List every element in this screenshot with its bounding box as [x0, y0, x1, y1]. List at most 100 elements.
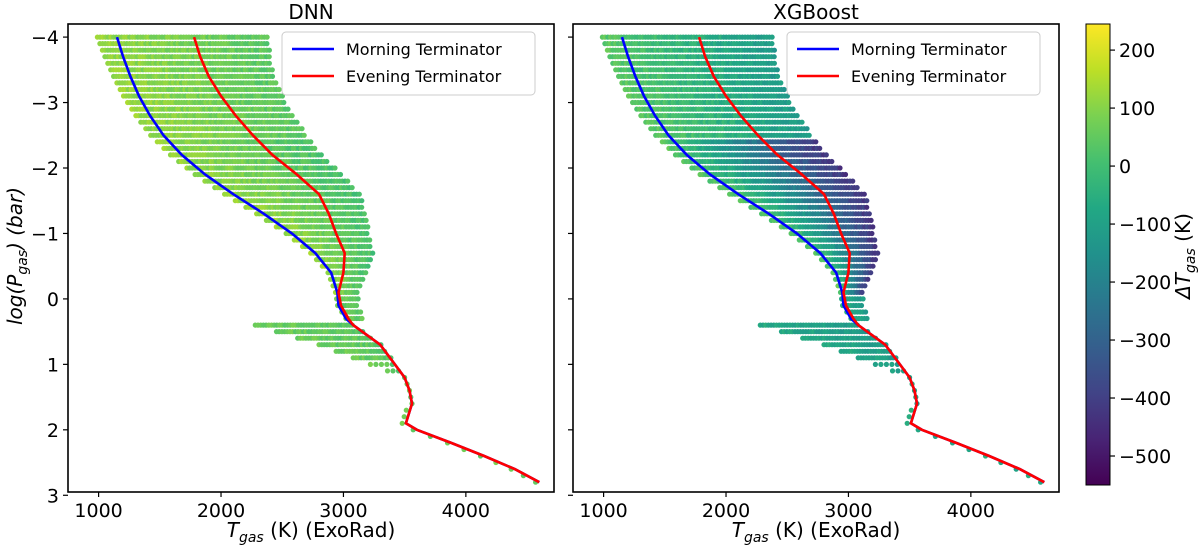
scatter-point: [774, 67, 780, 73]
colorbar-tick-label: 0: [1119, 156, 1131, 178]
scatter-point: [778, 80, 784, 86]
colorbar-tick-label: 100: [1119, 98, 1155, 120]
y-tick-label: 2: [47, 420, 59, 442]
scatter-point: [842, 171, 849, 178]
x-tick-label: 2000: [197, 500, 245, 522]
y-tick-label: −1: [31, 223, 59, 245]
scatter-point: [356, 191, 362, 197]
scatter-point: [863, 309, 869, 315]
scatter-point: [363, 270, 369, 276]
scatter-point: [276, 86, 282, 93]
scatter-point: [337, 171, 344, 178]
scatter-point: [872, 361, 879, 367]
scatter-point: [365, 224, 371, 230]
scatter-point: [363, 217, 369, 223]
x-label-rest: (K) (ExoRad): [769, 518, 901, 542]
scatter-point: [289, 113, 295, 119]
scatter-point: [806, 132, 812, 138]
scatter-point: [883, 361, 890, 367]
x-tick-label: 1000: [579, 500, 627, 522]
scatter-point: [359, 204, 365, 210]
x-tick-label: 1000: [74, 500, 122, 522]
scatter-point: [870, 224, 876, 230]
scatter-point: [868, 217, 874, 223]
legend-label-morning: Morning Terminator: [851, 40, 1007, 59]
scatter-point: [861, 191, 867, 197]
scatter-point: [859, 289, 865, 295]
scatter-point: [860, 296, 866, 302]
scatter-point: [301, 132, 307, 138]
colorbar-tick-label: −400: [1119, 388, 1171, 410]
scatter-point: [799, 119, 805, 125]
scatter-point: [771, 60, 778, 66]
scatter-point: [829, 158, 835, 165]
scatter-point: [370, 250, 376, 256]
colorbar-ticks: 200 100 0 −100 −200 −300 −400 −500: [1110, 40, 1171, 468]
scatter-point: [854, 185, 860, 191]
scatter-point: [358, 309, 364, 315]
scatter-point: [850, 178, 856, 184]
scatter-point: [354, 289, 360, 295]
y-tick-label: −3: [31, 93, 59, 115]
scatter-point: [269, 67, 275, 73]
scatter-point: [308, 139, 314, 145]
y-ticks-dnn: −4 −3 −2 −1 0 1 2 3: [31, 27, 68, 507]
scatter-point: [904, 420, 910, 426]
colorbar-tick-label: −300: [1119, 330, 1171, 352]
scatter-point: [373, 361, 379, 367]
x-label-main: T: [227, 518, 241, 542]
colorbar-tick-label: −200: [1119, 272, 1171, 294]
legend-dnn: Morning Terminator Evening Terminator: [281, 31, 536, 96]
colorbar-tick-label: −100: [1119, 214, 1171, 236]
scatter-point: [353, 302, 360, 309]
legend-label-evening: Evening Terminator: [346, 67, 502, 86]
cb-label-rest: (K): [1171, 213, 1195, 248]
scatter-point: [403, 407, 409, 413]
scatter-point: [361, 211, 367, 217]
y-label-rest: ) (bar): [3, 187, 27, 252]
scatter-point: [266, 47, 272, 53]
colorbar-tick-label: 200: [1119, 40, 1155, 62]
scatter-point: [858, 302, 865, 309]
legend-label-evening: Evening Terminator: [851, 67, 1007, 86]
colorbar-gradient: [1085, 23, 1111, 486]
y-tick-label: −2: [31, 158, 59, 180]
y-tick-label: 3: [47, 485, 59, 507]
scatter-point: [312, 145, 318, 151]
scatter-point: [384, 368, 391, 374]
scatter-point: [359, 198, 365, 204]
scatter-point: [357, 283, 363, 289]
scatter-point: [869, 230, 875, 237]
colorbar-label: ΔTgas (K): [1171, 213, 1199, 301]
scatter-point: [804, 126, 810, 132]
scatter-point: [299, 126, 305, 132]
scatter-point: [378, 361, 384, 367]
cb-label-sub: gas: [1183, 248, 1199, 273]
scatter-point: [399, 420, 405, 426]
scatter-point: [771, 54, 777, 60]
x-tick-label: 4000: [442, 500, 490, 522]
panel-title-xgb: XGBoost: [773, 0, 859, 24]
panel-title-dnn: DNN: [288, 0, 333, 24]
x-ticks-dnn: 1000 2000 3000 4000: [74, 492, 490, 522]
scatter-point: [281, 99, 287, 106]
scatter-point: [862, 283, 868, 289]
legend-label-morning: Morning Terminator: [346, 40, 502, 59]
scatter-point: [401, 414, 407, 420]
scatter-point: [868, 270, 874, 276]
scatter-point: [360, 276, 366, 282]
scatter-point: [774, 73, 781, 79]
scatter-point: [872, 243, 878, 250]
y-axis-label-dnn: log(Pgas) (bar): [3, 187, 31, 325]
scatter-point: [865, 276, 871, 282]
y-label-sub: gas: [15, 250, 31, 275]
scatter-point: [878, 361, 884, 367]
scatter-dnn: [94, 34, 539, 485]
evening-terminator-line: [192, 36, 540, 484]
scatter-point: [367, 361, 373, 367]
lines-dnn: [115, 36, 540, 484]
scatter-point: [264, 41, 270, 47]
scatter-xgb: [599, 34, 1044, 485]
scatter-point: [870, 263, 876, 269]
